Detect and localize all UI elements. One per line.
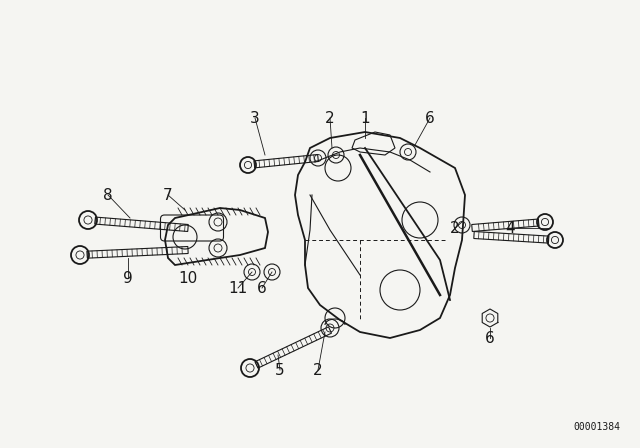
Text: 9: 9 [123, 271, 133, 285]
Text: 4: 4 [505, 220, 515, 236]
Text: 00001384: 00001384 [573, 422, 620, 432]
Text: 2: 2 [450, 220, 460, 236]
Text: 11: 11 [228, 280, 248, 296]
Text: 10: 10 [179, 271, 198, 285]
Text: 6: 6 [485, 331, 495, 345]
Text: 8: 8 [103, 188, 113, 202]
Text: 6: 6 [257, 280, 267, 296]
Text: 3: 3 [250, 111, 260, 125]
Text: 6: 6 [425, 111, 435, 125]
Text: 2: 2 [313, 362, 323, 378]
Text: 2: 2 [325, 111, 335, 125]
Text: 5: 5 [275, 362, 285, 378]
Text: 1: 1 [360, 111, 370, 125]
Text: 7: 7 [163, 188, 173, 202]
